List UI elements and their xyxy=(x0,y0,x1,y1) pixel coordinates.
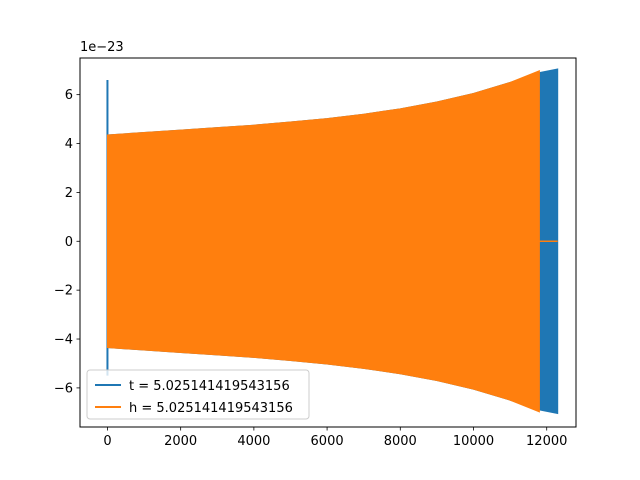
y-tick-label: −2 xyxy=(54,284,73,299)
y-axis: −6 −4 −2 0 2 4 6 xyxy=(54,88,80,396)
y-tick-label: −6 xyxy=(54,381,73,396)
x-tick-label: 10000 xyxy=(453,434,494,449)
y-tick-label: −4 xyxy=(54,333,73,348)
x-axis: 0 2000 4000 6000 8000 10000 12000 xyxy=(103,427,567,449)
x-tick-label: 4000 xyxy=(237,434,270,449)
y-offset-label: 1e−23 xyxy=(80,40,124,55)
series-2 xyxy=(106,69,558,413)
x-tick-label: 2000 xyxy=(164,434,197,449)
y-tick-label: 6 xyxy=(65,88,73,103)
x-tick-label: 0 xyxy=(103,434,111,449)
legend: t = 5.025141419543156 h = 5.0251414195431… xyxy=(86,369,310,420)
legend-label-1: t = 5.025141419543156 xyxy=(129,379,290,394)
axes-frame xyxy=(79,57,577,428)
y-tick-label: 4 xyxy=(65,137,73,152)
legend-label-2: h = 5.025141419543156 xyxy=(129,401,293,416)
x-tick-label: 6000 xyxy=(311,434,344,449)
x-tick-label: 12000 xyxy=(526,434,567,449)
x-tick-label: 8000 xyxy=(384,434,417,449)
y-tick-label: 2 xyxy=(65,186,73,201)
plot-area xyxy=(106,68,559,415)
y-tick-label: 0 xyxy=(65,235,73,250)
legend-box xyxy=(86,369,310,420)
series-2-waveform xyxy=(106,69,540,413)
